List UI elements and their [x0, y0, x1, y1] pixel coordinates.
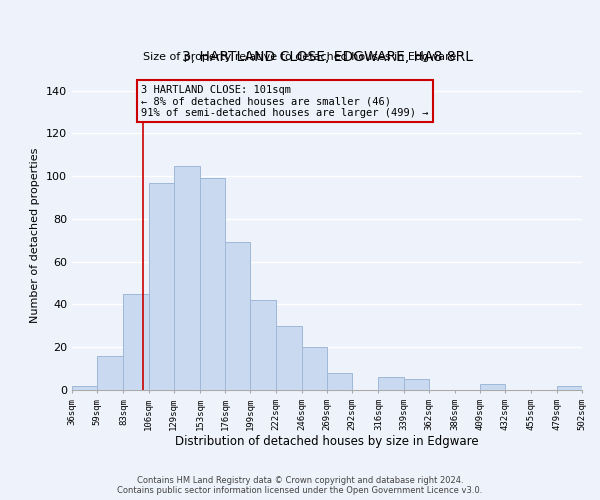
X-axis label: Distribution of detached houses by size in Edgware: Distribution of detached houses by size …: [175, 436, 479, 448]
Bar: [275, 326, 302, 390]
Y-axis label: Number of detached properties: Number of detached properties: [31, 148, 40, 322]
Bar: [250, 300, 275, 390]
Bar: [97, 356, 124, 390]
Text: 3 HARTLAND CLOSE: 101sqm
← 8% of detached houses are smaller (46)
91% of semi-de: 3 HARTLAND CLOSE: 101sqm ← 8% of detache…: [141, 84, 428, 118]
Bar: [379, 377, 404, 390]
Text: Contains HM Land Registry data © Crown copyright and database right 2024.
Contai: Contains HM Land Registry data © Crown c…: [118, 476, 482, 495]
Text: Size of property relative to detached houses in Edgware: Size of property relative to detached ho…: [143, 52, 457, 62]
Bar: [200, 178, 225, 390]
Bar: [72, 386, 97, 390]
Bar: [124, 294, 149, 390]
Bar: [149, 182, 174, 390]
Bar: [174, 166, 200, 390]
Bar: [302, 347, 327, 390]
Bar: [480, 384, 505, 390]
Title: 3, HARTLAND CLOSE, EDGWARE, HA8 8RL: 3, HARTLAND CLOSE, EDGWARE, HA8 8RL: [182, 50, 473, 64]
Bar: [327, 373, 352, 390]
Bar: [225, 242, 250, 390]
Bar: [557, 386, 582, 390]
Bar: [404, 380, 429, 390]
